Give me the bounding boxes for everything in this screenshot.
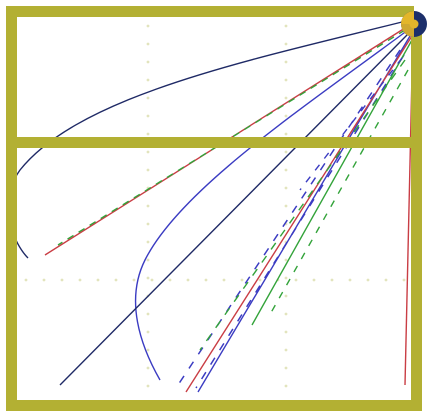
frame-middle-bar [6, 137, 414, 148]
ray-green-dashed-lower [199, 59, 406, 351]
ray-navy-straight [59, 33, 409, 386]
frame-left-bar [6, 6, 17, 411]
ray-green-solid [251, 39, 413, 326]
grid-dot [284, 384, 288, 388]
grid-dot [146, 204, 150, 208]
ray-blue-arc [134, 29, 409, 381]
grid-dot [294, 278, 298, 282]
grid-dot [146, 150, 150, 154]
grid-dot [24, 278, 28, 282]
grid-dot [284, 78, 288, 82]
grid-dot [60, 278, 64, 282]
grid-dot [284, 96, 288, 100]
grid-dot [146, 132, 150, 136]
grid-dot [146, 168, 150, 172]
grid-dot [78, 278, 82, 282]
grid-dot [402, 278, 406, 282]
grid-dot [96, 278, 100, 282]
grid-dot [42, 278, 46, 282]
grid-dot [146, 348, 150, 352]
grid-dot [284, 330, 288, 334]
grid-dot [284, 24, 288, 28]
ray-green-dashed-right [267, 69, 409, 319]
grid-dot [284, 114, 288, 118]
grid-dot [284, 42, 288, 46]
grid-dot [146, 60, 150, 64]
grid-dot [284, 276, 288, 280]
grid-dot [146, 366, 150, 370]
grid-dot [146, 276, 150, 280]
grid-dot [114, 278, 118, 282]
grid-dot [146, 78, 150, 82]
grid-dots [24, 24, 406, 388]
grid-dot [284, 186, 288, 190]
ray-blue-dashed-right [299, 57, 403, 191]
grid-dot [222, 278, 226, 282]
grid-dot [284, 132, 288, 136]
grid-dot [204, 278, 208, 282]
grid-dot [284, 150, 288, 154]
rays-group [7, 21, 414, 393]
grid-dot [284, 204, 288, 208]
grid-dot [146, 330, 150, 334]
olive-frame [6, 6, 422, 411]
grid-dot [284, 312, 288, 316]
grid-dot [258, 278, 262, 282]
grid-dot [366, 278, 370, 282]
grid-dot [146, 258, 150, 262]
grid-dot [284, 294, 288, 298]
grid-dot [284, 366, 288, 370]
grid-dot [348, 278, 352, 282]
grid-dot [150, 278, 154, 282]
ray-red-solid [185, 35, 413, 393]
yellow-navy-orb-icon [401, 11, 427, 37]
grid-dot [146, 240, 150, 244]
grid-dot [284, 258, 288, 262]
grid-dot [146, 114, 150, 118]
frame-bottom-bar [6, 400, 414, 411]
frame-top-bar [6, 6, 414, 17]
grid-dot [312, 278, 316, 282]
grid-dot [146, 312, 150, 316]
grid-dot [146, 42, 150, 46]
grid-dot [284, 168, 288, 172]
grid-dot [146, 96, 150, 100]
grid-dot [146, 384, 150, 388]
grid-dot [146, 24, 150, 28]
ray-green-dashed-upper [57, 29, 406, 246]
grid-dot [146, 222, 150, 226]
grid-dot [284, 60, 288, 64]
grid-dot [168, 278, 172, 282]
grid-dot [384, 278, 388, 282]
grid-dot [284, 348, 288, 352]
grid-dot [132, 278, 136, 282]
ray-blue-dashed-2 [195, 54, 405, 389]
grid-dot [240, 278, 244, 282]
frame-right-bar [411, 22, 422, 411]
grid-dot [330, 278, 334, 282]
grid-dot [186, 278, 190, 282]
